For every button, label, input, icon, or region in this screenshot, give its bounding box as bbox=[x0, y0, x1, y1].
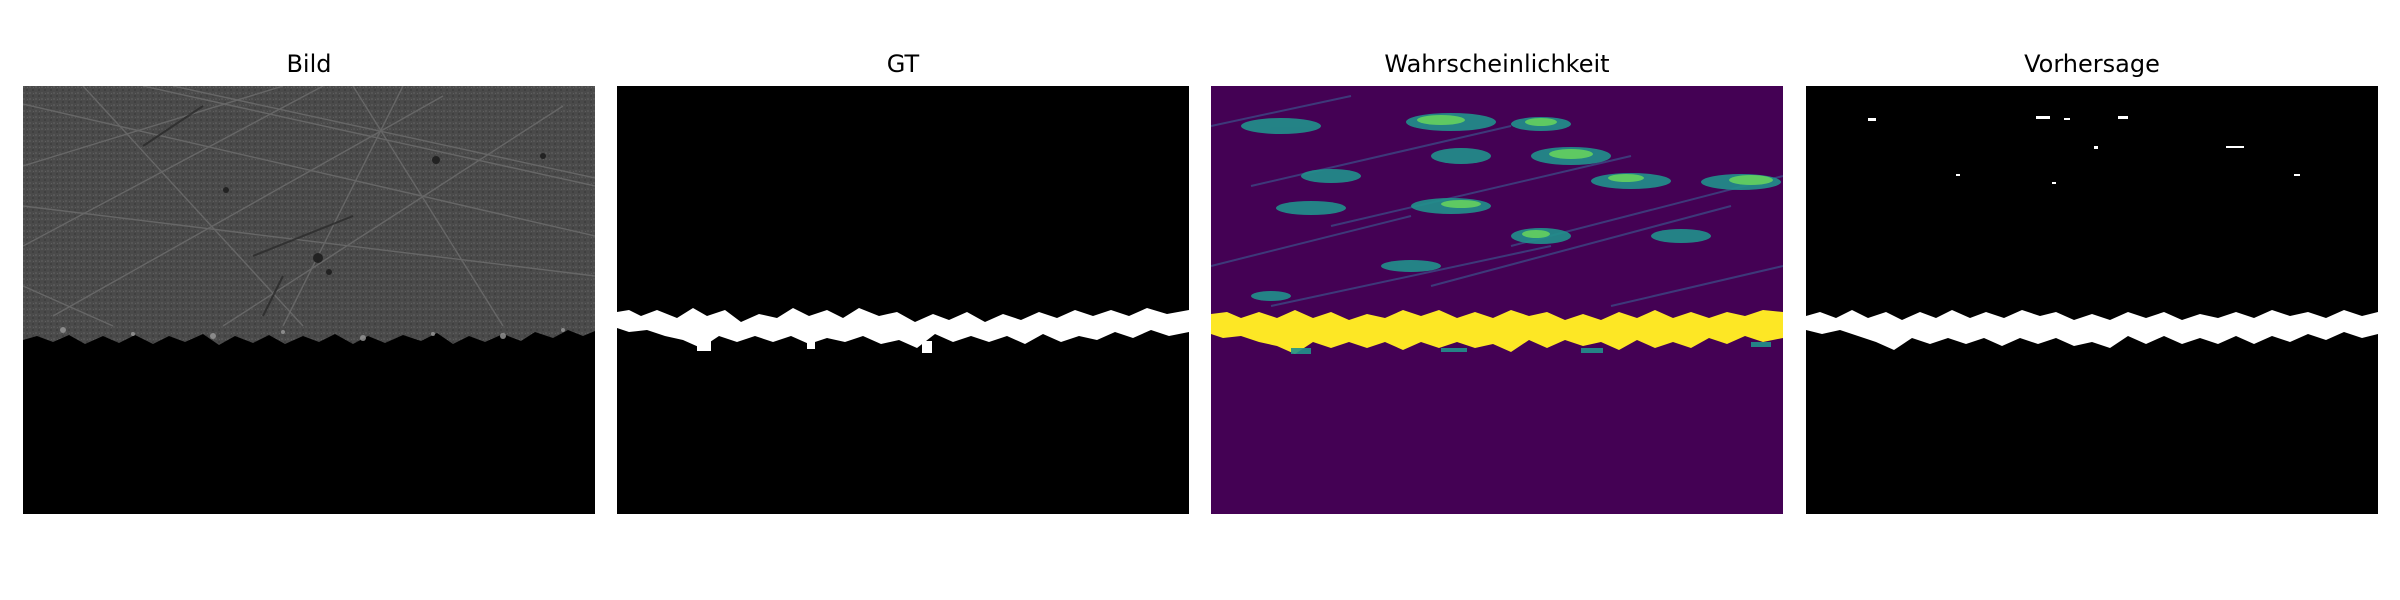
panel-title-wahrscheinlichkeit: Wahrscheinlichkeit bbox=[1384, 50, 1610, 78]
prediction-mask bbox=[1806, 86, 2378, 514]
image-panel-vorhersage bbox=[1806, 86, 2378, 514]
image-panel-wahrscheinlichkeit bbox=[1211, 86, 1783, 514]
image-panel-bild bbox=[23, 86, 595, 514]
input-image bbox=[23, 86, 595, 514]
ground-truth-mask bbox=[617, 86, 1189, 514]
panel-title-vorhersage: Vorhersage bbox=[2024, 50, 2160, 78]
image-panel-gt bbox=[617, 86, 1189, 514]
panel-title-bild: Bild bbox=[286, 50, 332, 78]
panel-title-gt: GT bbox=[886, 50, 920, 78]
probability-map bbox=[1211, 86, 1783, 514]
